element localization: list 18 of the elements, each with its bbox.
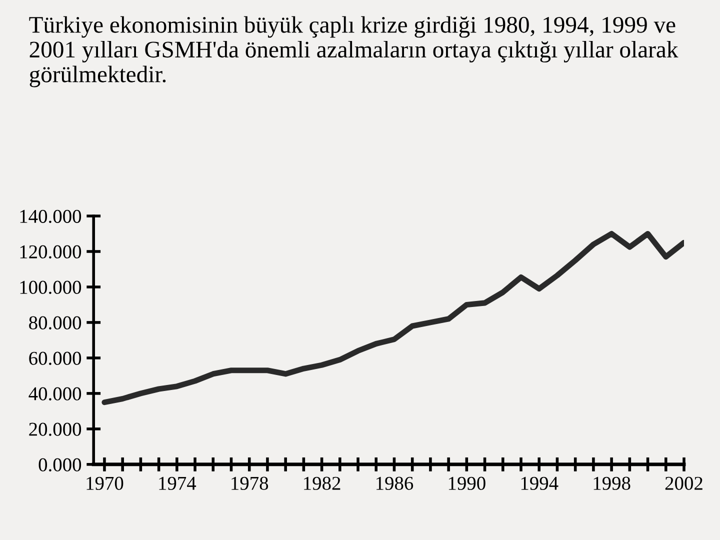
x-tick-label: 1986 [376,476,414,490]
x-tick-label: 2002 [665,476,702,490]
x-tick-label: 1978 [232,476,268,490]
y-tick-label: 140.000 [20,210,82,224]
chart-title: Türkiye ekonomisinin büyük çaplı krize girdiği 1980, 1994, 1999 ve 2001 yılları GSMH'da önemli azalmaların ortaya çıktığı yıllar olarak görülmektedir. [29,16,678,88]
y-tick-label: 100.000 [20,280,82,294]
y-tick-label: 80.000 [29,316,82,330]
x-tick-label: 1998 [594,476,630,490]
x-tick-label: 1982 [304,476,340,490]
y-tick-label: 20.000 [29,422,82,436]
x-tick-label: 1994 [521,476,558,490]
x-tick-label: 1970 [86,476,124,490]
y-tick-label: 120.000 [20,245,82,259]
x-tick-label: 1990 [448,476,486,490]
y-tick-label: 0.000 [38,458,82,472]
x-tick-label: 1974 [159,476,196,490]
y-tick-label: 60.000 [29,352,82,365]
y-tick-label: 40.000 [28,387,82,400]
